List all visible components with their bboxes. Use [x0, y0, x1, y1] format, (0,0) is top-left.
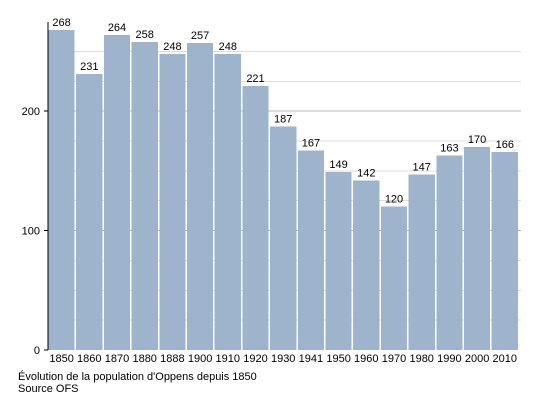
x-tick-label: 1900	[188, 353, 212, 365]
x-tick-label: 1960	[354, 353, 378, 365]
bar-1980	[408, 174, 435, 350]
bar-1990	[436, 155, 463, 350]
bar-value-label: 248	[163, 41, 181, 53]
x-tick-label: 1888	[160, 353, 184, 365]
x-tick-label: 1880	[132, 353, 156, 365]
x-tick-label: 2000	[465, 353, 489, 365]
bar-value-label: 264	[108, 22, 126, 34]
bar-value-label: 257	[191, 30, 209, 42]
y-axis: 0 100 200	[22, 22, 49, 357]
bar-value-label: 187	[274, 114, 292, 126]
y-tick-label: 0	[34, 345, 40, 357]
bar-value-label: 268	[52, 17, 70, 29]
y-tick-label: 200	[22, 106, 40, 118]
chart-caption-source: Source OFS	[18, 383, 79, 395]
chart-caption-title: Évolution de la population d'Oppens depu…	[18, 371, 257, 383]
bar-1960	[353, 180, 380, 350]
y-tick-label: 100	[22, 226, 40, 238]
bar-1880	[131, 41, 158, 350]
x-tick-label: 1950	[326, 353, 350, 365]
bar-1970	[380, 206, 408, 350]
bar-value-label: 167	[302, 138, 320, 150]
x-tick-label: 1850	[49, 353, 73, 365]
bar-value-label: 120	[385, 194, 403, 206]
bar-value-label: 163	[440, 142, 458, 154]
x-tick-label: 1941	[299, 353, 323, 365]
bar-1900	[187, 43, 214, 350]
x-tick-label: 1970	[382, 353, 406, 365]
bar-value-label: 170	[468, 134, 486, 146]
x-tick-label: 2010	[493, 353, 517, 365]
bar-1860	[76, 74, 103, 350]
bar-1920	[242, 86, 269, 351]
bar-value-label: 166	[496, 139, 514, 151]
bar-1850	[48, 30, 75, 350]
x-tick-label: 1910	[216, 353, 240, 365]
bar-1950	[325, 172, 352, 350]
bar-value-label: 248	[219, 41, 237, 53]
x-tick-label: 1930	[271, 353, 295, 365]
bar-value-label: 221	[246, 73, 264, 85]
bar-1870	[103, 34, 131, 350]
x-tick-label: 1860	[77, 353, 101, 365]
x-tick-label: 1990	[437, 353, 461, 365]
x-tick-labels: 1850 1860 1870 1880 1888 1900 1910 1920 1930 1941…	[49, 353, 517, 365]
x-tick-label: 1980	[409, 353, 433, 365]
bar-value-label: 231	[80, 61, 98, 73]
bar-2000	[464, 147, 491, 350]
bars	[48, 30, 518, 351]
x-tick-label: 1920	[243, 353, 267, 365]
x-tick-label: 1870	[105, 353, 129, 365]
bar-1888	[159, 53, 186, 351]
bar-1941	[297, 150, 324, 350]
bar-value-label: 258	[136, 29, 154, 41]
bar-value-label: 142	[357, 167, 375, 179]
bar-1910	[214, 53, 241, 351]
bar-value-labels: 268 231 264 258 248 257 248 221 187 167 149 142 120 1…	[52, 17, 514, 206]
bar-value-label: 149	[329, 159, 347, 171]
bar-2010	[491, 151, 518, 350]
bar-value-label: 147	[413, 161, 431, 173]
bar-1930	[270, 126, 297, 350]
